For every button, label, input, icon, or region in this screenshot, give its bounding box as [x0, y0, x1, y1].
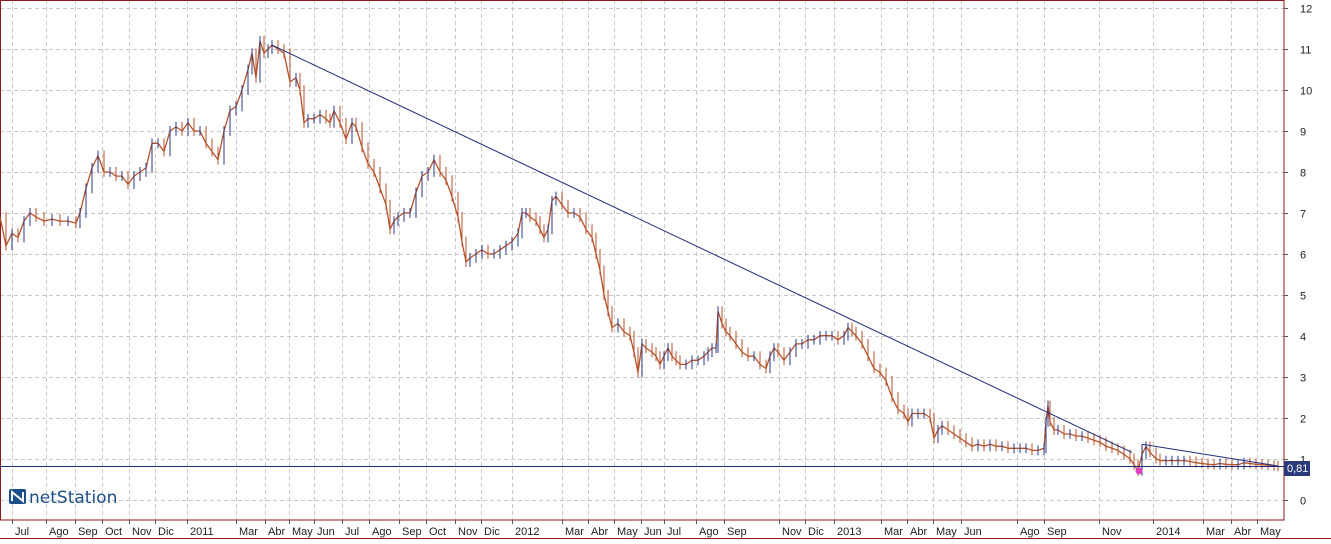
last-value-badge	[1284, 461, 1310, 476]
y-tick-label: 4	[1300, 332, 1306, 344]
x-axis: Jul Ago Sep Oct Nov Dic 2011 Mar Abr May Jun Jul Ago…	[12, 520, 1281, 538]
x-tick-label: Jun	[964, 526, 982, 538]
y-tick-label: 10	[1300, 86, 1312, 98]
y-tick-label: 3	[1300, 373, 1306, 385]
x-tick-label: Ago	[372, 526, 392, 538]
y-tick-label: 12	[1300, 4, 1312, 16]
x-tick-label: Abr	[910, 526, 927, 538]
x-tick-label: 2014	[1156, 526, 1180, 538]
last-value-label: 0,81	[1284, 461, 1310, 476]
x-tick-label: Mar	[239, 526, 258, 538]
x-tick-label: Mar	[884, 526, 903, 538]
brand-logo: netStation	[9, 488, 117, 508]
y-tick-label: 0	[1300, 496, 1306, 508]
trend-lines	[0, 44, 1284, 475]
y-tick-label: 8	[1300, 168, 1306, 180]
x-tick-label: Dic	[808, 526, 824, 538]
x-tick-label: Nov	[1102, 526, 1122, 538]
x-tick-label: Dic	[158, 526, 174, 538]
y-tick-label: 11	[1300, 45, 1311, 57]
signal-marker	[1135, 467, 1143, 475]
x-tick-label: May	[936, 526, 957, 538]
y-tick-label: 2	[1300, 414, 1306, 426]
x-tick-label: Dic	[484, 526, 500, 538]
x-tick-label: May	[617, 526, 638, 538]
y-tick-label: 6	[1300, 250, 1306, 262]
x-tick-label: May	[1260, 526, 1281, 538]
trend-line-main	[271, 44, 1133, 453]
trend-line-2014	[1141, 443, 1279, 467]
y-tick-label: 7	[1300, 209, 1306, 221]
x-tick-label: May	[292, 526, 313, 538]
x-tick-label: Sep	[1047, 526, 1067, 538]
x-tick-label: Nov	[782, 526, 802, 538]
x-tick-label: Sep	[727, 526, 747, 538]
x-tick-label: Jul	[15, 526, 29, 538]
x-tick-label: Abr	[591, 526, 608, 538]
y-tick-label: 9	[1300, 127, 1306, 139]
x-tick-label: Ago	[1020, 526, 1040, 538]
x-tick-label: Sep	[78, 526, 98, 538]
x-tick-label: 2012	[515, 526, 539, 538]
x-tick-label: Nov	[458, 526, 478, 538]
netstation-logo-icon	[9, 489, 26, 504]
x-tick-label: Nov	[132, 526, 152, 538]
x-tick-label: Ago	[699, 526, 719, 538]
x-tick-label: Jun	[644, 526, 662, 538]
price-line	[0, 40, 1279, 472]
x-tick-label: Mar	[565, 526, 584, 538]
x-tick-label: Sep	[402, 526, 422, 538]
x-tick-label: Abr	[1234, 526, 1251, 538]
y-tick-label: 5	[1300, 291, 1306, 303]
x-tick-label: Jul	[345, 526, 359, 538]
price-series	[0, 36, 1279, 476]
x-tick-label: Abr	[268, 526, 285, 538]
y-tick-label: 1	[1300, 455, 1306, 467]
x-tick-label: Ago	[49, 526, 69, 538]
brand-name: netStation	[29, 488, 117, 508]
x-tick-label: Mar	[1206, 526, 1225, 538]
x-tick-label: 2013	[837, 526, 861, 538]
x-tick-label: Jul	[667, 526, 681, 538]
plot-border	[0, 0, 1285, 521]
x-tick-label: Oct	[105, 526, 122, 538]
grid	[0, 0, 1284, 520]
x-tick-label: Jun	[317, 526, 335, 538]
x-tick-label: 2011	[190, 526, 214, 538]
last-value-text: 0,81	[1287, 463, 1308, 475]
x-tick-label: Oct	[429, 526, 446, 538]
